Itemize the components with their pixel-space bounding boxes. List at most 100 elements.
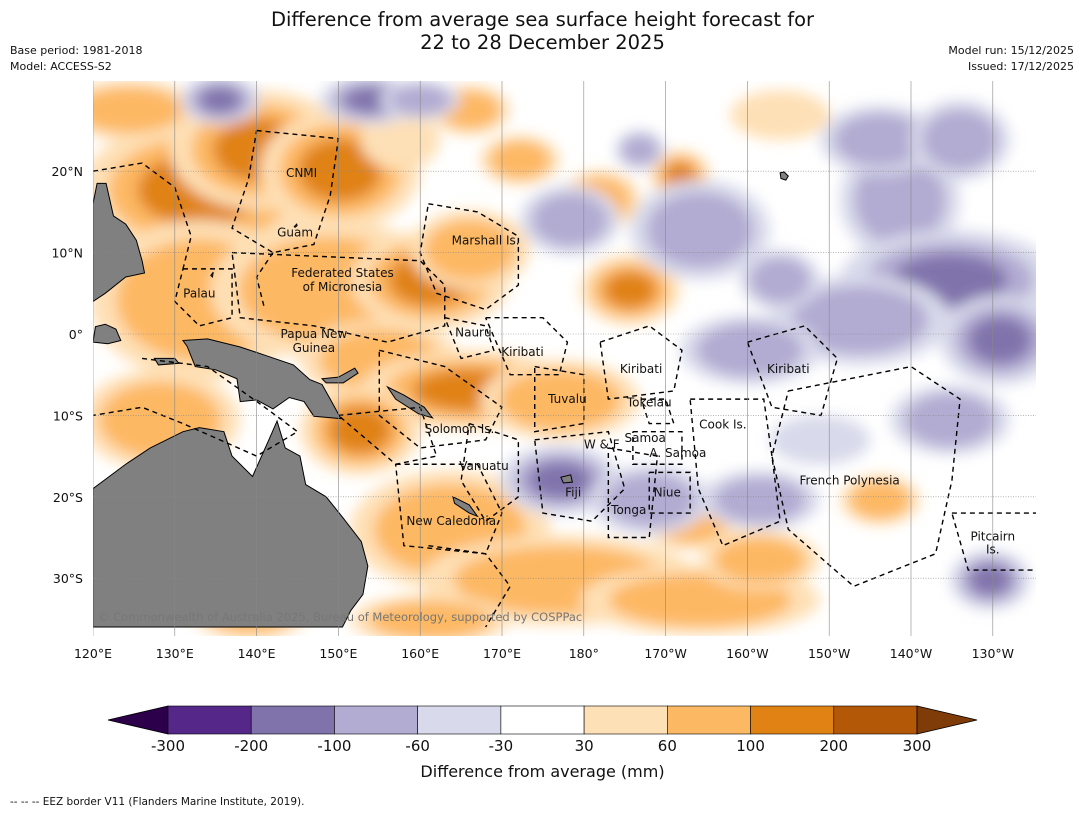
colorbar-label: Difference from average (mm) [420, 762, 665, 781]
region-label: Niue [654, 486, 681, 500]
anomaly-contour [714, 537, 806, 583]
lon-tick-label: 140°W [890, 646, 932, 661]
issued-date: Issued: 17/12/2025 [967, 60, 1074, 73]
title-line-1: Difference from average sea surface heig… [270, 8, 815, 31]
base-period: Base period: 1981-2018 [10, 44, 143, 57]
colorbar-bin [250, 705, 335, 735]
anomaly-contour [854, 154, 946, 246]
region-label: Kiribati [501, 345, 543, 359]
eez-border [689, 398, 781, 547]
lon-tick-label: 120°E [74, 646, 112, 661]
colorbar-extend-low [107, 705, 169, 735]
colorbar-tick-label: 60 [658, 737, 677, 755]
model-name: Model: ACCESS-S2 [10, 60, 112, 73]
australia [93, 419, 369, 628]
chart-title: Difference from average sea surface heig… [0, 8, 1085, 54]
region-label: Solomon Is. [425, 422, 495, 436]
anomaly-contour [968, 316, 1032, 364]
lon-tick-label: 170°W [644, 646, 686, 661]
region-label: New Caledonia [406, 514, 496, 528]
meta-right: Model run: 15/12/2025 Issued: 17/12/2025 [948, 43, 1074, 75]
eez-border [444, 317, 495, 360]
region-label: W & F [584, 438, 620, 452]
eez-border [231, 129, 340, 254]
lon-tick-label: 150°W [808, 646, 850, 661]
anomaly-contour [621, 134, 659, 166]
region-label: Is. [986, 543, 1000, 557]
region-label: Guinea [293, 341, 336, 355]
region-label: Tuvalu [547, 392, 587, 406]
anomaly-contour [969, 564, 1011, 596]
eez-border [484, 317, 569, 376]
lat-tick-label: 0° [69, 327, 83, 342]
region-label: Tonga [610, 503, 646, 517]
anomaly-contour [369, 601, 491, 636]
colorbar-bin [500, 705, 585, 735]
anomaly-contour [424, 219, 516, 281]
eez-border [337, 406, 438, 465]
lat-tick-label: 10°S [53, 408, 83, 423]
colorbar-bin [167, 705, 252, 735]
colorbar-bin [334, 705, 418, 735]
colorbar-tick-label: 30 [575, 737, 594, 755]
eez-border [607, 447, 659, 539]
anomaly-contour [604, 473, 696, 527]
anomaly-contour [714, 477, 806, 523]
lon-tick-label: 160°E [401, 646, 439, 661]
lon-tick-label: 150°E [319, 646, 357, 661]
region-label: Palau [183, 286, 215, 300]
region-label: CNMI [286, 166, 317, 180]
region-label: Cook Is. [699, 417, 746, 431]
land-masses [93, 171, 789, 628]
anomaly-contour [489, 141, 551, 179]
region-label: Guam [277, 225, 313, 239]
anomaly-contour [834, 113, 926, 167]
model-run: Model run: 15/12/2025 [948, 44, 1074, 57]
eez-border [771, 365, 961, 588]
lon-tick-label: 130°E [156, 646, 194, 661]
axis-ticks: 120°E 130°E 140°E 150°E 160°E 170°E 180° 170°W 1… [51, 164, 1014, 661]
lon-tick-label: 160°W [726, 646, 768, 661]
region-label: A. Samoa [649, 446, 706, 460]
region-label: Kiribati [620, 362, 662, 376]
eez-border [632, 430, 683, 465]
region-label: Marshall Is. [452, 233, 520, 247]
region-label: Papua New [281, 327, 348, 341]
colorbar-tick-label: -100 [317, 737, 351, 755]
region-label: Tokelau [626, 395, 672, 409]
philippines [93, 182, 146, 303]
region-label: Vanuatu [459, 459, 509, 473]
anomaly-contour [499, 369, 621, 431]
eez-border [378, 349, 503, 449]
eez-legend-note: -- -- -- EEZ border V11 (Flanders Marine… [10, 796, 305, 808]
eez-border [648, 471, 691, 514]
colorbar-bin [417, 705, 502, 735]
graticule [93, 81, 1036, 636]
lat-tick-label: 30°S [53, 571, 83, 586]
meta-left: Base period: 1981-2018 Model: ACCESS-S2 [10, 43, 142, 75]
eez-border [534, 430, 626, 522]
anomaly-contour [791, 285, 929, 355]
anomaly-contour [298, 138, 382, 202]
sea-surface-height-field [93, 81, 1036, 636]
anomaly-contour [849, 481, 911, 519]
colorbar-extend-high [916, 705, 978, 735]
hawaii [779, 171, 789, 181]
region-label: Pitcairn [970, 530, 1015, 544]
anomaly-contour [749, 257, 811, 303]
region-label: Samoa [624, 431, 665, 445]
guam-island [293, 223, 298, 229]
eez-border [951, 512, 1036, 571]
eez-border [174, 268, 233, 327]
sulawesi [93, 323, 122, 345]
copyright-notice: © Commonwealth of Australia 2025, Bureau… [98, 610, 582, 624]
region-label: of Micronesia [303, 280, 383, 294]
colorbar-bin [750, 705, 835, 735]
palau-island [210, 271, 214, 279]
eez-border [93, 357, 299, 457]
eez-border [640, 398, 675, 425]
region-label: French Polynesia [800, 474, 900, 488]
